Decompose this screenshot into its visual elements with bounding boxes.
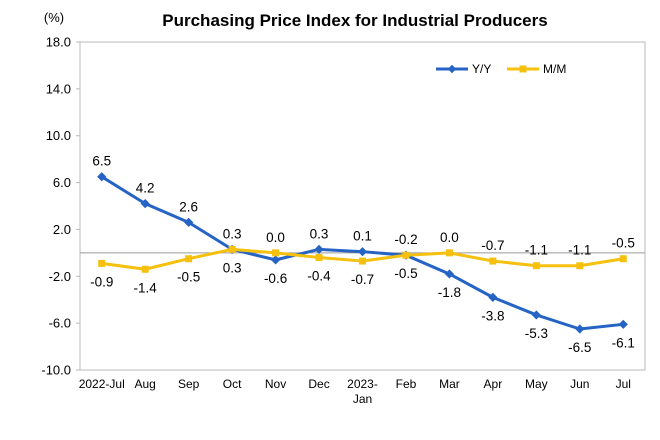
data-label-yy: -5.3 [525,326,548,341]
y-tick-label: 2.0 [53,222,71,237]
legend-marker [447,64,457,74]
x-tick-label: May [525,377,548,391]
x-tick-label: Jun [570,377,589,391]
x-axis-ticks: 2022-Jul Aug Sep Oct Nov Dec 2023-Jan Feb Mar Apr… [79,377,631,406]
data-point-yy [184,217,194,227]
data-label-mm: -0.4 [307,269,331,284]
x-tick-label: Jul [616,377,631,391]
x-tick-label-line: Jan [353,392,372,406]
y-tick-label: 14.0 [46,81,71,96]
data-label-mm: -0.5 [394,266,417,281]
y-tick-label: -10.0 [41,363,71,378]
data-label-mm: 0.0 [266,230,285,245]
data-point-mm [228,245,236,253]
y-tick-label: 10.0 [46,128,71,143]
data-label-yy: -1.8 [438,285,461,300]
legend-label: Y/Y [472,62,491,76]
data-point-yy [270,255,281,265]
data-point-yy [140,199,150,209]
x-tick-label: Oct [223,377,242,391]
x-tick-label-line: Sep [178,377,200,391]
data-point-mm [402,251,410,259]
x-tick-label: Dec [308,377,329,391]
data-point-mm [359,257,366,265]
data-label-yy: -3.8 [481,308,504,323]
plot-area-border [79,41,646,371]
data-point-mm [445,249,453,257]
x-tick-label-line: Oct [223,377,242,391]
y-axis-ticks: 18.0 14.0 10.0 6.0 2.0 -2.0 -6.0 -10.0 [41,35,80,378]
data-point-yy [314,244,324,254]
x-tick-label: Nov [265,377,286,391]
legend-label: M/M [543,62,566,76]
x-tick-label-line: Nov [265,377,286,391]
x-tick-label: Feb [396,377,417,391]
y-tick-label: 6.0 [53,175,71,190]
x-tick-label: Mar [439,377,460,391]
data-label-mm: -0.7 [481,238,504,253]
x-tick-label-line: 2023- [347,377,378,391]
x-tick-label-line: Apr [484,377,503,391]
y-tick-label: 18.0 [46,35,71,50]
x-tick-label-line: Mar [439,377,460,391]
chart-title: Purchasing Price Index for Industrial Pr… [162,11,547,30]
data-point-mm [141,265,149,273]
data-label-mm: -1.1 [568,243,591,258]
data-label-mm: -0.7 [351,272,374,287]
data-point-mm [185,255,193,263]
x-tick-label-line: Dec [308,377,329,391]
series-layer [97,172,628,334]
y-axis-unit-label: (%) [44,10,64,25]
data-label-mm: 0.3 [223,226,242,241]
data-label-yy: 0.3 [223,260,242,275]
data-point-mm [489,257,497,265]
data-point-yy [618,319,628,329]
data-point-mm [272,249,280,257]
data-label-yy: -6.5 [568,340,591,355]
data-label-yy: -0.6 [264,271,287,286]
x-tick-label-line: Jun [570,377,589,391]
x-tick-label: 2022-Jul [79,377,125,391]
data-label-mm: -0.5 [177,270,200,285]
data-label-yy: 6.5 [92,154,111,169]
x-tick-label-line: Feb [396,377,417,391]
data-point-yy [357,247,368,257]
x-tick-label: Sep [178,377,200,391]
x-tick-label: Aug [135,377,156,391]
data-point-yy [488,292,498,302]
data-label-mm: -1.4 [134,280,158,295]
data-labels-layer: 6.5 4.2 2.6 0.3 -0.6 0.3 0.1 -0.2 -1.8 -3.8 -5.3 -6… [90,154,635,355]
data-label-yy: 4.2 [136,181,155,196]
data-label-yy: -6.1 [612,335,635,350]
data-label-mm: -0.9 [90,274,113,289]
data-point-yy [97,172,107,182]
data-point-yy [444,269,455,279]
x-tick-label-line: 2022-Jul [79,377,125,391]
x-tick-label-line: May [525,377,548,391]
legend: Y/Y M/M [436,62,566,76]
y-tick-label: -2.0 [49,269,71,284]
data-label-yy: 0.3 [310,226,329,241]
x-tick-label-line: Jul [616,377,631,391]
data-point-mm [619,255,627,263]
data-label-yy: 0.1 [353,229,372,244]
x-tick-label: Apr [484,377,503,391]
x-tick-label-line: Aug [135,377,156,391]
data-point-yy [531,310,541,320]
data-label-yy: -0.2 [394,232,417,247]
data-label-yy: 2.6 [179,199,198,214]
data-point-yy [575,324,585,334]
data-point-mm [315,254,323,262]
y-tick-label: -6.0 [49,316,71,331]
x-tick-label: 2023-Jan [347,377,378,406]
data-point-mm [98,259,106,267]
data-point-mm [532,262,540,270]
legend-marker [519,65,527,73]
data-label-mm: 0.0 [440,230,459,245]
data-label-mm: -1.1 [525,243,548,258]
data-label-mm: -0.5 [612,236,635,251]
data-point-mm [576,262,584,270]
